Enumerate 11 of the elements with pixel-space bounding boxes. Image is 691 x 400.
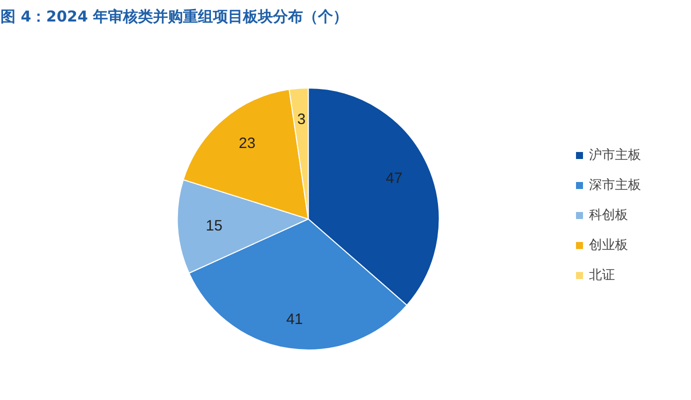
data-label: 47 bbox=[386, 170, 402, 187]
chart-title: 图 4：2024 年审核类并购重组项目板块分布（个） bbox=[0, 8, 348, 26]
data-label: 15 bbox=[206, 218, 222, 235]
legend-label: 创业板 bbox=[589, 236, 628, 254]
data-label: 23 bbox=[238, 135, 256, 152]
legend-label: 深市主板 bbox=[589, 176, 641, 194]
data-label: 3 bbox=[297, 111, 306, 128]
data-label: 41 bbox=[286, 310, 303, 328]
legend-label: 北证 bbox=[589, 266, 615, 284]
legend-label: 科创板 bbox=[589, 206, 628, 224]
legend-label: 沪市主板 bbox=[589, 146, 641, 164]
